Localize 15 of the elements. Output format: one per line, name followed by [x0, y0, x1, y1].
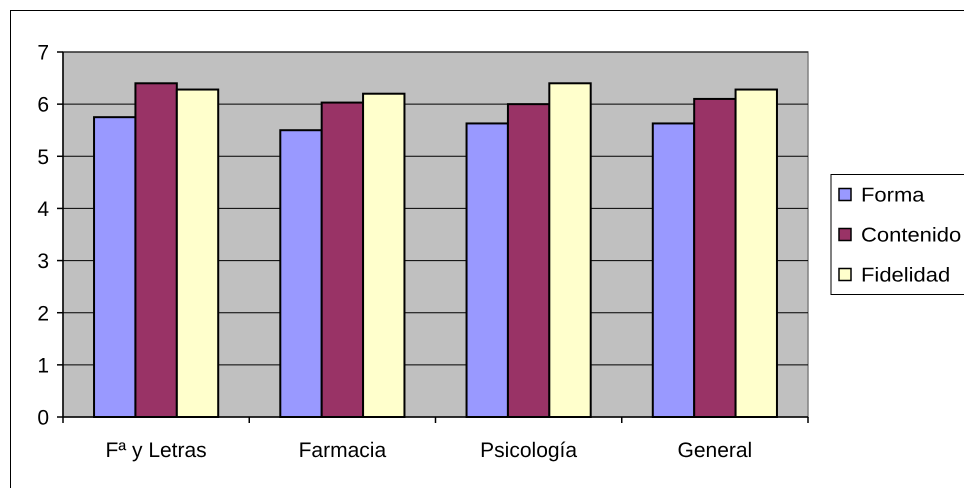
y-tick-label: 1: [37, 354, 49, 378]
legend-label: Fidelidad: [861, 264, 950, 286]
x-tick-label: Psicología: [480, 439, 578, 462]
y-tick-label: 7: [37, 42, 49, 65]
x-tick-label: Fª y Letras: [106, 439, 207, 462]
y-tick-label: 2: [37, 302, 49, 326]
x-tick-label: Farmacia: [298, 439, 386, 462]
legend-label: Forma: [861, 184, 925, 206]
y-tick-label: 4: [37, 198, 50, 221]
y-tick-label: 5: [37, 146, 49, 169]
y-tick-label: 0: [37, 406, 49, 430]
legend-label: Contenido: [861, 224, 962, 246]
y-tick-label: 3: [37, 250, 49, 274]
y-tick-label: 6: [37, 94, 49, 117]
x-tick-label: General: [678, 439, 752, 462]
